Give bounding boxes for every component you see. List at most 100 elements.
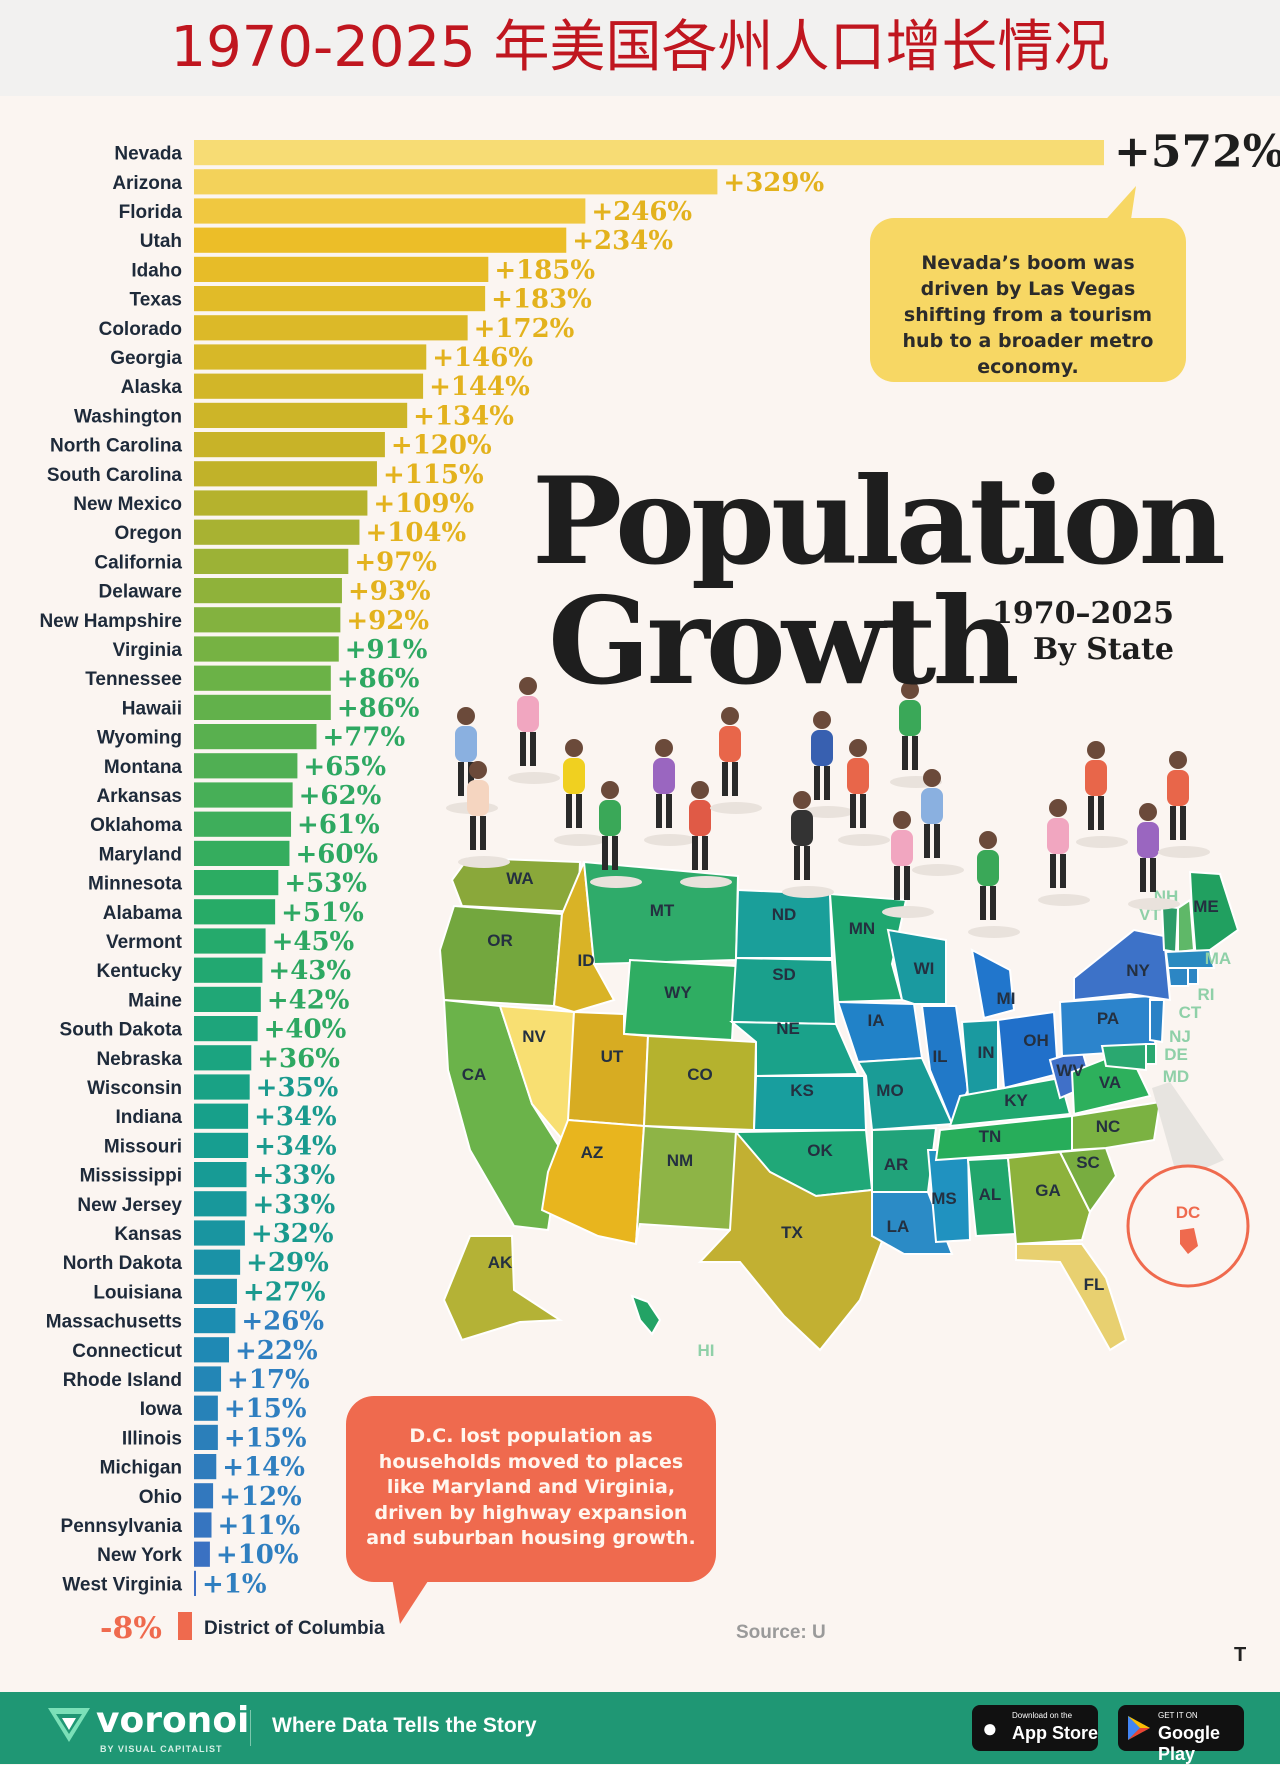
- dc-callout: D.C. lost population as households moved…: [346, 1396, 716, 1582]
- value-label: +33%: [253, 1161, 336, 1191]
- map-label-nm: NM: [667, 1151, 693, 1170]
- state-label: Idaho: [131, 260, 182, 281]
- bar: [194, 1424, 218, 1450]
- map-state-ga: [1006, 1150, 1092, 1246]
- person-figure: [1038, 799, 1090, 906]
- map-label-nc: NC: [1096, 1117, 1121, 1136]
- footer-logo[interactable]: voronoi: [96, 1700, 250, 1741]
- dc-state-label: District of Columbia: [204, 1618, 385, 1639]
- person-figure: [882, 811, 934, 918]
- main-title-text: Population: [532, 451, 1226, 592]
- map-label-ar: AR: [884, 1155, 909, 1174]
- value-label: +53%: [284, 869, 367, 899]
- map-state-oh: [996, 1010, 1060, 1090]
- person-figure: [1158, 751, 1210, 858]
- bar-row: Pennsylvania +11%: [61, 1511, 301, 1541]
- state-label: Iowa: [140, 1399, 183, 1420]
- state-label: Missouri: [104, 1136, 182, 1157]
- map-state-md: [1100, 1042, 1147, 1072]
- bar: [194, 1512, 212, 1538]
- bar: [194, 432, 385, 458]
- map-label-ca: CA: [462, 1065, 487, 1084]
- value-label: +17%: [227, 1365, 310, 1395]
- person-figure: [680, 781, 732, 888]
- bar: [194, 1570, 196, 1596]
- main-title-text-2: Growth: [548, 571, 1020, 712]
- value-label: +144%: [429, 372, 530, 402]
- bar-row: Washington +134%: [74, 401, 514, 431]
- value-label: +15%: [224, 1423, 307, 1453]
- state-label: North Carolina: [50, 436, 182, 457]
- source-text: Source: U: [736, 1622, 826, 1643]
- state-label: New Hampshire: [39, 611, 182, 632]
- value-label: +29%: [246, 1248, 329, 1278]
- value-label: +91%: [345, 635, 428, 665]
- bar: [194, 1454, 217, 1480]
- bar-row: Illinois +15%: [122, 1423, 307, 1453]
- bar-row: Louisiana +27%: [93, 1277, 326, 1307]
- bar: [194, 578, 342, 604]
- bar-row: New Mexico +109%: [73, 489, 474, 519]
- main-title-line2: Growth: [548, 582, 1020, 702]
- value-label: +115%: [383, 460, 484, 490]
- value-label: +572%: [1114, 127, 1280, 178]
- bar: [194, 169, 718, 195]
- bar-row: New Jersey +33%: [77, 1190, 335, 1220]
- bar-row: Kentucky +43%: [96, 956, 351, 986]
- bar: [194, 724, 317, 750]
- value-label: +60%: [295, 839, 378, 869]
- state-label: Nebraska: [96, 1049, 182, 1070]
- google-play-button[interactable]: GET IT ON Google Play: [1118, 1705, 1244, 1764]
- map-label-va: VA: [1099, 1073, 1121, 1092]
- map-label-in: IN: [978, 1043, 995, 1062]
- map-state-ct: [1166, 967, 1189, 987]
- value-label: +109%: [373, 489, 474, 519]
- bar: [194, 198, 586, 224]
- dc-callout-tail: [392, 1578, 430, 1624]
- bar-row: Texas +183%: [130, 285, 593, 315]
- map-label-me: ME: [1193, 897, 1219, 916]
- map-label-ut: UT: [601, 1047, 624, 1066]
- bar: [194, 986, 261, 1012]
- nevada-callout: Nevada’s boom was driven by Las Vegas sh…: [870, 218, 1186, 382]
- dc-callout-text: D.C. lost population as households moved…: [366, 1425, 696, 1549]
- bar: [194, 315, 468, 341]
- state-label: Maine: [128, 990, 182, 1011]
- bar-row: Michigan +14%: [100, 1453, 306, 1483]
- map-label-nd: ND: [772, 905, 797, 924]
- state-label: Indiana: [115, 1107, 182, 1128]
- bar: [194, 1016, 258, 1042]
- bar-row: South Dakota +40%: [60, 1015, 347, 1045]
- bar-row: Florida +246%: [119, 197, 693, 227]
- map-label-nv: NV: [522, 1027, 546, 1046]
- bar: [194, 1395, 218, 1421]
- state-label: Michigan: [100, 1458, 182, 1479]
- play-icon: [1128, 1716, 1150, 1740]
- bar-row: Utah +234%: [140, 226, 674, 256]
- bar-row: Delaware +93%: [99, 577, 431, 607]
- map-state-or: [438, 904, 564, 1008]
- map-state-ak: [442, 1235, 564, 1342]
- app-store-button[interactable]: ● Download on the App Store: [972, 1705, 1098, 1751]
- state-label: Connecticut: [72, 1341, 182, 1362]
- map-label-id: ID: [578, 951, 595, 970]
- map-label-co: CO: [687, 1065, 713, 1084]
- state-label: Alaska: [121, 377, 183, 398]
- appstore-big-text: App Store: [1012, 1723, 1099, 1743]
- state-label: New Jersey: [77, 1195, 182, 1216]
- state-label: Washington: [74, 406, 182, 427]
- bar: [194, 402, 408, 428]
- map-label-hi: HI: [698, 1341, 715, 1360]
- map-state-mi: [970, 948, 1016, 1020]
- value-label: +134%: [413, 401, 514, 431]
- value-label: +10%: [216, 1540, 299, 1570]
- googleplay-small-text: GET IT ON: [1158, 1711, 1198, 1720]
- map-label-ri: RI: [1198, 985, 1215, 1004]
- dc-inset-pointer: [1152, 1082, 1224, 1180]
- footer-byline: BY VISUAL CAPITALIST: [100, 1744, 223, 1754]
- state-label: Montana: [104, 757, 183, 778]
- person-figure: [644, 739, 696, 846]
- bar: [194, 607, 341, 633]
- bar-row: Wisconsin +35%: [87, 1073, 338, 1103]
- bar: [194, 548, 349, 574]
